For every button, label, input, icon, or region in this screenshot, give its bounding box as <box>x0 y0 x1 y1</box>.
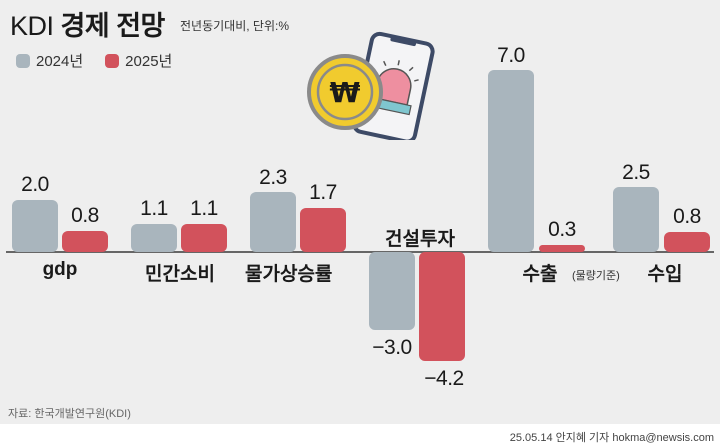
value-gdp-2025: 0.8 <box>71 204 99 227</box>
bar-inflation-2025 <box>300 208 346 252</box>
bar-consumption-2025 <box>181 224 227 252</box>
bar-construction-2025 <box>419 252 465 361</box>
value-exports-2025: 0.3 <box>548 218 576 241</box>
value-exports-2024: 7.0 <box>497 44 525 67</box>
category-inflation: 물가상승률 <box>245 264 333 285</box>
category-exports: 수출 <box>522 264 558 285</box>
value-imports-2024: 2.5 <box>622 161 650 184</box>
value-gdp-2024: 2.0 <box>21 173 49 196</box>
bar-exports-2024 <box>488 70 534 252</box>
value-imports-2025: 0.8 <box>673 205 701 228</box>
legend-item-2024: 2024년 <box>16 50 83 71</box>
chart-title: KDI 경제 전망 <box>10 4 165 43</box>
value-construction-2025: −4.2 <box>424 367 464 390</box>
legend-swatch-2024 <box>16 53 30 68</box>
bar-exports-2025 <box>539 245 585 252</box>
title-prefix: KDI <box>10 11 54 41</box>
zero-baseline <box>6 251 714 253</box>
bar-gdp-2024 <box>12 200 58 252</box>
bar-inflation-2024 <box>250 192 296 252</box>
legend: 2024년 2025년 <box>16 50 172 71</box>
source-note: 자료: 한국개발연구원(KDI) <box>8 408 131 420</box>
chart-subtitle: 전년동기대비, 단위:% <box>180 19 289 33</box>
annotation-volume-basis: (물량기준) <box>572 270 620 282</box>
value-consumption-2024: 1.1 <box>140 197 168 220</box>
svg-text:₩: ₩ <box>330 76 361 109</box>
category-consumption: 민간소비 <box>145 264 215 285</box>
category-imports: 수입 <box>647 264 683 285</box>
value-inflation-2025: 1.7 <box>309 181 337 204</box>
value-construction-2024: −3.0 <box>372 336 412 359</box>
category-gdp: gdp <box>42 259 78 280</box>
bar-imports-2024 <box>613 187 659 252</box>
bar-imports-2025 <box>664 232 710 252</box>
chart-panel: KDI 경제 전망 전년동기대비, 단위:% 2024년 2025년 ₩ <box>0 0 720 424</box>
bar-consumption-2024 <box>131 224 177 252</box>
bar-construction-2024 <box>369 252 415 330</box>
value-consumption-2025: 1.1 <box>190 197 218 220</box>
legend-label-2024: 2024년 <box>36 53 84 70</box>
legend-label-2025: 2025년 <box>125 53 173 70</box>
legend-swatch-2025 <box>105 53 120 68</box>
legend-item-2025: 2025년 <box>105 50 172 71</box>
byline-credit: 25.05.14 안지혜 기자 hokma@newsis.com <box>509 432 714 444</box>
value-inflation-2024: 2.3 <box>259 166 287 189</box>
title-main: 경제 전망 <box>60 11 166 41</box>
won-coin-and-phone-alarm-icon: ₩ <box>307 31 435 140</box>
bar-gdp-2025 <box>62 231 108 252</box>
category-construction: 건설투자 <box>385 229 455 250</box>
